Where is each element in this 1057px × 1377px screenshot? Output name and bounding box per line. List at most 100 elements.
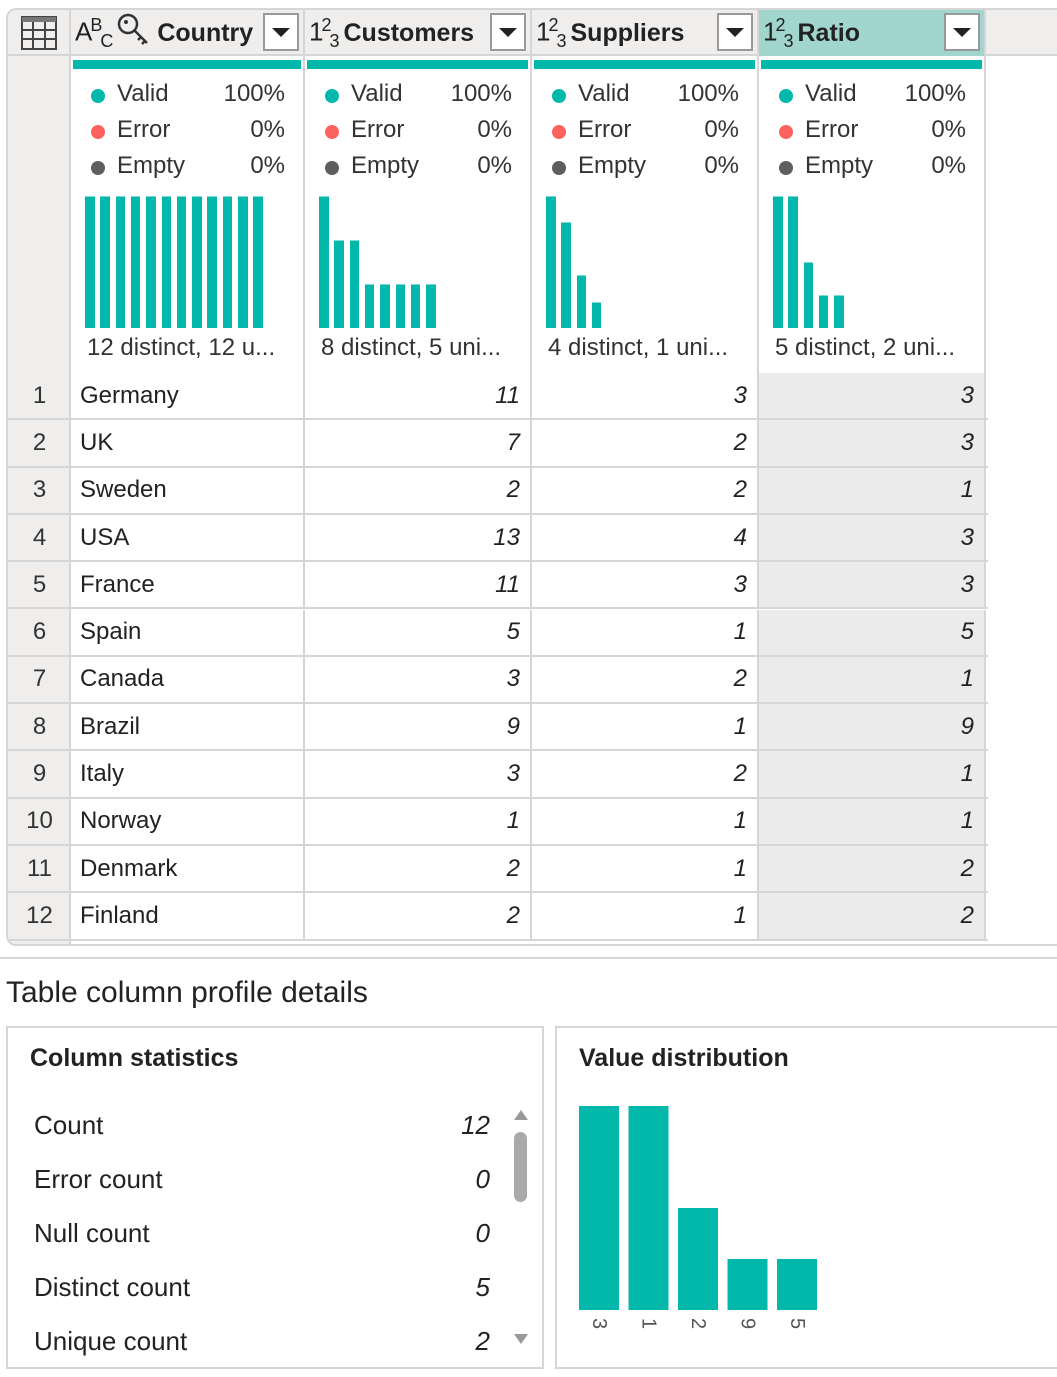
value-distribution-title: Value distribution [579, 1044, 789, 1072]
cell-suppliers[interactable]: 2 [532, 656, 759, 703]
column-filter-dropdown[interactable] [490, 13, 526, 51]
cell-ratio[interactable]: 1 [759, 798, 986, 844]
stat-row: Error count 0 [34, 1164, 490, 1195]
scroll-up-icon[interactable] [514, 1110, 528, 1120]
empty-stat: Empty 0% [773, 150, 966, 186]
cell-suppliers[interactable]: 1 [532, 798, 759, 844]
cell-country[interactable]: USA [71, 514, 305, 561]
cell-country[interactable]: Italy [71, 751, 305, 797]
cell-ratio[interactable]: 9 [759, 704, 986, 750]
cell-customers[interactable]: 2 [305, 467, 532, 513]
stat-value: 12 [461, 1110, 490, 1140]
cell-customers[interactable]: 11 [305, 373, 532, 419]
cell-ratio[interactable]: 3 [759, 514, 986, 561]
cell-country[interactable]: Brazil [71, 704, 305, 750]
cell-suppliers[interactable]: 2 [532, 467, 759, 513]
distribution-bar[interactable] [727, 1259, 768, 1310]
scrollbar-thumb[interactable] [514, 1132, 527, 1202]
number-type-icon[interactable]: 123 [536, 14, 567, 51]
cell-customers[interactable]: 3 [305, 751, 532, 797]
valid-dot-icon [779, 89, 793, 103]
cell-ratio[interactable]: 2 [759, 893, 986, 939]
mini-distribution-chart [319, 196, 519, 328]
column-header-customers[interactable]: 123 Customers [305, 10, 532, 56]
cell-suppliers[interactable]: 1 [532, 609, 759, 655]
cell-customers[interactable]: 2 [305, 846, 532, 892]
cell-ratio[interactable]: 1 [759, 467, 986, 513]
distribution-bar[interactable] [628, 1106, 669, 1310]
cell-country[interactable]: UK [71, 420, 305, 466]
divider [0, 957, 1057, 959]
cell-country[interactable]: Sweden [71, 467, 305, 513]
value-distribution-chart: 3 1 2 9 5 [579, 1106, 817, 1329]
cell-customers[interactable]: 11 [305, 562, 532, 608]
cell-country[interactable]: Canada [71, 656, 305, 703]
cell-customers[interactable]: 13 [305, 514, 532, 561]
column-header-ratio[interactable]: 123 Ratio [759, 10, 986, 56]
cell-customers[interactable]: 9 [305, 704, 532, 750]
cell-customers[interactable]: 1 [305, 798, 532, 844]
mini-bar [253, 196, 263, 328]
table-row: 1 Germany 11 3 3 [8, 373, 988, 421]
cell-suppliers[interactable]: 3 [532, 562, 759, 608]
column-header-country[interactable]: ABC Country [71, 10, 305, 56]
column-name: Customers [343, 18, 475, 47]
cell-country[interactable]: Norway [71, 798, 305, 844]
table-menu-icon[interactable] [8, 10, 71, 56]
mini-bar [176, 196, 187, 328]
row-number: 9 [32, 760, 47, 788]
cell-suppliers[interactable]: 3 [532, 373, 759, 419]
cell-customers[interactable]: 3 [305, 656, 532, 703]
valid-dot-icon [325, 89, 339, 103]
valid-dot-icon [552, 89, 566, 103]
number-type-icon[interactable]: 123 [763, 14, 794, 51]
cell-country[interactable]: Finland [71, 893, 305, 939]
cell-country[interactable]: Germany [71, 373, 305, 419]
stat-row: Count 12 [34, 1110, 490, 1141]
column-filter-dropdown[interactable] [717, 13, 753, 51]
cell-ratio[interactable]: 3 [759, 373, 986, 419]
cell-suppliers[interactable]: 2 [532, 420, 759, 466]
distribution-bar[interactable] [777, 1259, 817, 1310]
row-number: 6 [32, 618, 47, 646]
distribution-bar[interactable] [678, 1208, 718, 1310]
number-type-icon[interactable]: 123 [309, 14, 340, 51]
column-filter-dropdown[interactable] [944, 13, 980, 51]
column-header-suppliers[interactable]: 123 Suppliers [532, 10, 759, 56]
column-filter-dropdown[interactable] [263, 13, 299, 51]
cell-ratio[interactable]: 1 [759, 751, 986, 797]
mini-bar [380, 284, 390, 328]
text-type-icon[interactable]: ABC [75, 14, 113, 51]
cell-suppliers[interactable]: 4 [532, 514, 759, 561]
distinct-summary: 12 distinct, 12 u... [87, 334, 276, 361]
cell-customers[interactable]: 7 [305, 420, 532, 466]
cell-customers[interactable]: 5 [305, 609, 532, 655]
cell-suppliers[interactable]: 1 [532, 846, 759, 892]
cell-customers[interactable]: 2 [305, 893, 532, 939]
cell-ratio[interactable]: 1 [759, 656, 986, 703]
mini-bar [773, 196, 783, 328]
empty-dot-icon [552, 161, 566, 175]
cell-country[interactable]: Denmark [71, 846, 305, 892]
cell-ratio[interactable]: 2 [759, 846, 986, 892]
cell-ratio[interactable]: 5 [759, 609, 986, 655]
scroll-down-icon[interactable] [514, 1334, 528, 1344]
cell-suppliers[interactable]: 2 [532, 751, 759, 797]
cell-ratio[interactable]: 3 [759, 562, 986, 608]
empty-stat: Empty 0% [85, 150, 285, 186]
table-row: 8 Brazil 9 1 9 [8, 704, 988, 752]
cell-country[interactable]: Spain [71, 609, 305, 655]
distribution-tick-label: 2 [687, 1318, 709, 1329]
column-profile-ratio: Valid 100% Error 0% Empty 0% 5 distinct, 2 uni… [759, 56, 986, 373]
distinct-summary: 8 distinct, 5 uni... [321, 334, 502, 361]
distribution-bar[interactable] [579, 1106, 619, 1310]
cell-suppliers[interactable]: 1 [532, 893, 759, 939]
distribution-tick-label: 5 [786, 1318, 808, 1329]
cell-suppliers[interactable]: 1 [532, 704, 759, 750]
cell-ratio[interactable]: 3 [759, 420, 986, 466]
empty-dot-icon [325, 161, 339, 175]
table-row: 7 Canada 3 2 1 [8, 656, 988, 705]
cell-country[interactable]: France [71, 562, 305, 608]
mini-bar [364, 284, 375, 328]
stat-value: 0 [475, 1218, 490, 1248]
